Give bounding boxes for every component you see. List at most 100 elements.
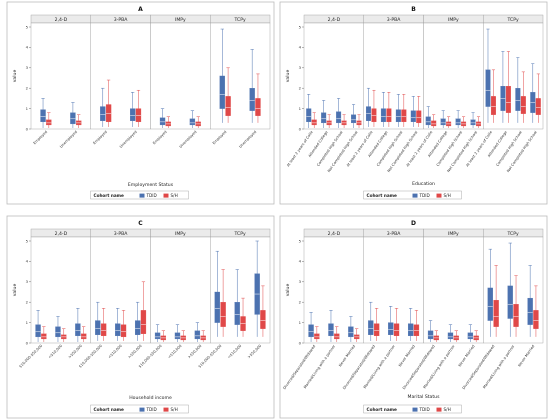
box-tdid [440, 110, 446, 128]
legend-title: Cohort name [367, 407, 398, 412]
facet-label: IMPy [175, 17, 186, 23]
box-sh [220, 269, 226, 337]
box-tdid [328, 310, 334, 342]
facet-panel: IMPy [423, 14, 484, 130]
box-sh [120, 310, 127, 341]
facet-panel: 2,4-D [30, 228, 91, 344]
box-iqr [410, 110, 416, 123]
box-tdid [249, 49, 255, 123]
facet-label: 2,4-D [328, 231, 341, 237]
facet-panel: TCPy [210, 14, 271, 130]
box-sh [160, 330, 167, 342]
y-tick-label: 5 [26, 24, 29, 29]
box-sh [140, 281, 147, 341]
figure-title: D [411, 220, 416, 227]
box-iqr [395, 109, 401, 123]
box-sh [255, 73, 261, 123]
box-iqr [225, 96, 231, 116]
facet-plot-area [30, 236, 91, 344]
y-axis-label: value [285, 70, 291, 83]
legend-swatch [163, 193, 169, 198]
box-sh [520, 71, 526, 123]
box-iqr [308, 324, 314, 338]
box-sh [165, 116, 171, 128]
box-sh [490, 69, 496, 123]
box-tdid [95, 301, 101, 341]
box-iqr [306, 108, 312, 123]
box-iqr [505, 86, 511, 113]
box-tdid [321, 100, 327, 128]
box-sh [446, 116, 452, 128]
box-tdid [515, 57, 521, 123]
box-iqr [487, 287, 493, 321]
box-sh [416, 96, 422, 127]
box-iqr [427, 330, 434, 340]
box-tdid [407, 308, 414, 341]
box-tdid [234, 269, 240, 337]
box-iqr [507, 285, 513, 319]
facet-label: TCPy [507, 17, 520, 23]
legend-title: Cohort name [94, 407, 125, 412]
y-tick-label: 0 [299, 126, 302, 131]
box-sh [81, 326, 87, 342]
facet-panel: 2,4-D [303, 14, 364, 130]
box-tdid [455, 110, 461, 128]
box-sh [513, 275, 519, 337]
box-iqr [314, 333, 320, 340]
box-tdid [40, 98, 46, 128]
y-tick-label: 5 [26, 238, 29, 243]
box-tdid [368, 301, 374, 341]
y-tick-label: 0 [299, 340, 302, 345]
facet-label: 3-PBA [114, 231, 129, 237]
box-iqr [493, 300, 499, 327]
box-tdid [308, 312, 314, 342]
y-tick-label: 5 [299, 238, 302, 243]
box-iqr [431, 120, 437, 127]
y-tick-label: 4 [26, 259, 29, 264]
box-tdid [336, 98, 342, 128]
x-axis-label: Employment Status [128, 182, 174, 188]
box-tdid [395, 94, 401, 127]
y-tick-label: 1 [299, 106, 302, 111]
box-iqr [455, 118, 461, 126]
legend-swatch [412, 407, 418, 412]
legend-swatch [139, 193, 145, 198]
box-iqr [130, 108, 136, 121]
y-tick-label: 0 [26, 340, 29, 345]
box-iqr [373, 323, 380, 337]
box-sh [200, 330, 206, 342]
box-iqr [311, 119, 317, 126]
box-iqr [393, 323, 400, 337]
box-sh [433, 330, 440, 342]
box-iqr [485, 69, 491, 107]
box-iqr [535, 98, 541, 115]
box-iqr [70, 112, 76, 125]
facet-label: 2,4-D [55, 231, 68, 237]
y-tick-label: 1 [26, 320, 29, 325]
box-sh [100, 308, 107, 341]
box-sh [473, 330, 479, 342]
facet-label: IMPy [448, 231, 459, 237]
box-iqr [40, 109, 46, 123]
y-tick-label: 0 [26, 126, 29, 131]
box-tdid [467, 324, 474, 342]
y-tick-label: 4 [299, 45, 302, 50]
y-tick-label: 4 [299, 259, 302, 264]
facet-label: TCPy [234, 231, 247, 237]
box-tdid [70, 102, 76, 128]
figure-title: C [138, 220, 143, 227]
box-iqr [351, 114, 357, 124]
box-iqr [440, 118, 446, 126]
box-iqr [260, 310, 266, 329]
box-tdid [174, 324, 181, 342]
box-tdid [351, 104, 357, 128]
box-sh [373, 308, 380, 341]
box-iqr [46, 119, 52, 126]
box-tdid [487, 248, 493, 337]
box-sh [135, 89, 142, 127]
box-sh [180, 330, 186, 342]
box-sh [61, 328, 67, 342]
y-tick-label: 1 [299, 320, 302, 325]
